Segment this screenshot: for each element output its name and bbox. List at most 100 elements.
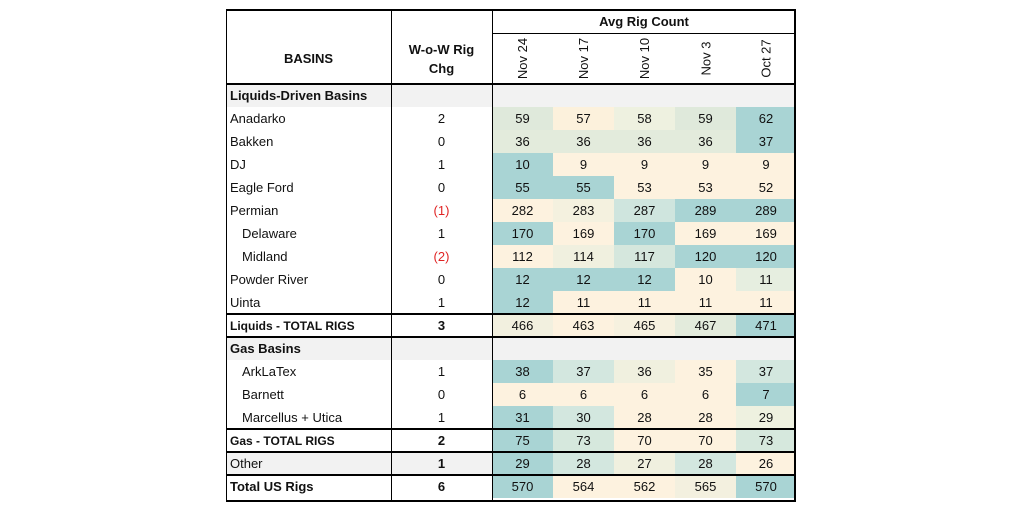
rig-count-cell: 35 [675,360,736,383]
rig-count-cell: 564 [553,475,614,498]
rig-count-cell: 9 [736,153,796,176]
row-divider-top [226,428,796,430]
rig-count-cell: 9 [614,153,675,176]
row-divider-top [226,313,796,315]
wow-change: 3 [437,318,446,333]
basin-name: Powder River [230,272,309,287]
rig-count-cell: 29 [736,406,796,429]
rig-count-cell: 75 [492,429,553,452]
rig-count-cell: 169 [675,222,736,245]
basin-name: Uinta [230,295,261,310]
row-divider-top [226,474,796,476]
basin-name: Bakken [230,134,274,149]
rig-count-cell: 58 [614,107,675,130]
col-divider-basins [391,9,392,502]
rig-count-cell: 37 [553,360,614,383]
rig-count-cell: 6 [492,383,553,406]
rig-count-cell: 466 [492,314,553,337]
basins-header: BASINS [283,51,334,66]
rig-count-cell: 471 [736,314,796,337]
rig-count-cell: 27 [614,452,675,475]
basin-name: Marcellus + Utica [242,410,343,425]
rig-count-cell: 169 [736,222,796,245]
rig-count-cell: 170 [492,222,553,245]
wow-change: 0 [437,387,446,402]
rig-count-cell: 31 [492,406,553,429]
rig-count-cell: 10 [492,153,553,176]
rig-count-cell: 565 [675,475,736,498]
rig-count-cell: 287 [614,199,675,222]
rig-count-cell: 36 [614,130,675,153]
rig-count-cell: 59 [492,107,553,130]
date-header: Oct 27 [736,33,796,84]
rig-count-cell: 289 [675,199,736,222]
basin-name: Midland [242,249,288,264]
rig-count-cell: 57 [553,107,614,130]
basin-name: DJ [230,157,246,172]
basin-name: Other [226,452,391,475]
rig-count-cell: 62 [736,107,796,130]
total-row-label: Liquids - TOTAL RIGS [230,318,355,333]
rig-count-cell: 73 [553,429,614,452]
wow-change: 2 [437,111,446,126]
rig-count-cell: 73 [736,429,796,452]
rig-count-cell: 29 [492,452,553,475]
rig-count-cell: 562 [614,475,675,498]
wow-change: 2 [437,433,446,448]
rig-count-cell: 11 [553,291,614,314]
rig-count-cell: 7 [736,383,796,406]
table-border-top [226,9,796,11]
rig-count-cell: 12 [492,291,553,314]
wow-change: (1) [433,203,450,218]
rig-count-cell: 59 [675,107,736,130]
date-header-label: Oct 27 [758,39,774,78]
rig-count-cell: 26 [736,452,796,475]
rig-count-cell: 11 [736,291,796,314]
wow-change: 1 [437,295,446,310]
rig-count-cell: 36 [675,130,736,153]
rig-count-cell: 570 [492,475,553,498]
table-border-left [226,9,227,502]
rig-count-cell: 169 [553,222,614,245]
rig-count-cell: 10 [675,268,736,291]
rig-count-cell: 53 [675,176,736,199]
basin-name: ArkLaTex [242,364,297,379]
section-heading: Liquids-Driven Basins [226,84,391,107]
rig-count-cell: 282 [492,199,553,222]
rig-count-cell: 570 [736,475,796,498]
rig-count-cell: 112 [492,245,553,268]
rig-count-cell: 36 [492,130,553,153]
row-divider-bottom [226,336,796,338]
rig-count-cell: 28 [675,452,736,475]
wow-chg-header-line2: Chg [428,60,455,76]
rig-count-cell: 12 [614,268,675,291]
date-header-label: Nov 10 [636,37,652,80]
header-group-divider [492,33,796,34]
rig-count-cell: 30 [553,406,614,429]
rig-count-cell: 467 [675,314,736,337]
rig-count-cell: 37 [736,130,796,153]
basin-name: Anadarko [230,111,286,126]
wow-change: 0 [437,134,446,149]
wow-change: 1 [437,364,446,379]
date-header: Nov 24 [492,33,553,84]
rig-count-cell: 120 [736,245,796,268]
avg-rig-count-header: Avg Rig Count [599,13,689,29]
rig-count-cell: 289 [736,199,796,222]
wow-chg-header: W-o-W Rig Chg [391,33,492,84]
rig-count-cell: 52 [736,176,796,199]
section-heading: Gas Basins [226,337,391,360]
section-values-blank [492,84,796,107]
wow-chg-header-line1: W-o-W Rig [408,41,475,57]
header-bottom-line [226,83,796,85]
rig-count-cell: 37 [736,360,796,383]
rig-count-cell: 11 [614,291,675,314]
basin-name: Eagle Ford [230,180,294,195]
rig-count-cell: 36 [553,130,614,153]
rig-count-cell: 28 [675,406,736,429]
date-header-label: Nov 24 [514,37,530,80]
col-divider-chg [492,9,493,502]
rig-count-cell: 70 [614,429,675,452]
date-header: Nov 10 [614,33,675,84]
wow-change: 1 [437,157,446,172]
